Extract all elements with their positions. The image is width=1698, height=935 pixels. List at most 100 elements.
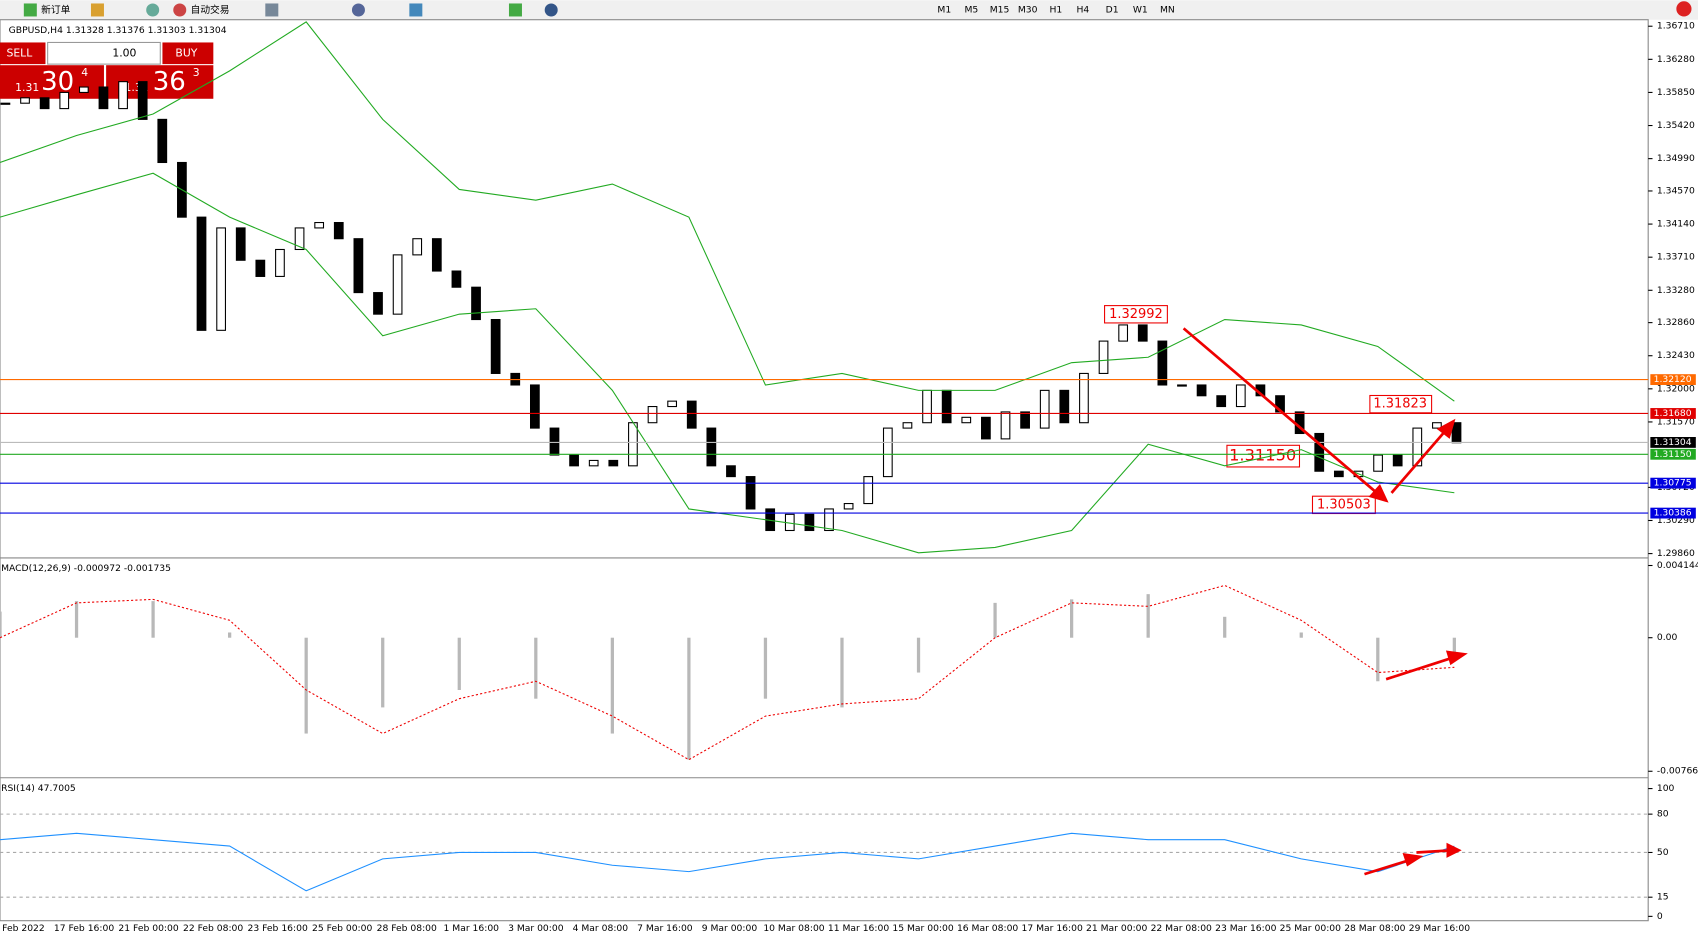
new-order-button[interactable]: 新订单 — [41, 3, 70, 16]
x-tick-label: 29 Mar 16:00 — [1409, 923, 1470, 934]
timeframe-button[interactable]: H4 — [1077, 4, 1090, 15]
arrow — [1390, 427, 1449, 494]
timeframe-button[interactable]: D1 — [1106, 4, 1119, 15]
sell-label: SELL — [6, 46, 32, 59]
candle — [333, 221, 344, 240]
x-tick-label: 1 Mar 16:00 — [444, 923, 500, 934]
candle — [235, 227, 246, 261]
sell-price-sup: 4 — [81, 66, 88, 79]
y-tick-label: 1.36280 — [1657, 54, 1695, 65]
price-level-label: 1.30775 — [1654, 478, 1692, 489]
sell-button[interactable] — [0, 42, 46, 65]
macd-bar — [228, 632, 232, 638]
macd-bar — [993, 602, 997, 638]
bollinger-band — [0, 21, 1455, 402]
timeframe-button[interactable]: MN — [1160, 4, 1175, 15]
x-tick-label: 28 Mar 08:00 — [1344, 923, 1405, 934]
candle — [628, 422, 638, 467]
price-level-label: 1.32120 — [1654, 374, 1692, 385]
bollinger-band — [0, 172, 1455, 554]
tool-icon[interactable] — [265, 3, 279, 17]
new-order-icon[interactable] — [23, 3, 37, 17]
candle — [902, 422, 913, 429]
y-tick-label: 1.35850 — [1657, 87, 1695, 98]
price-level-label: 1.30386 — [1654, 508, 1692, 519]
candle — [490, 319, 501, 374]
candle — [745, 476, 756, 510]
rsi-line — [0, 832, 1455, 892]
candle — [843, 503, 854, 510]
timeframe-button[interactable]: M15 — [990, 4, 1010, 15]
candle — [863, 476, 874, 505]
candle — [961, 416, 972, 424]
x-tick-label: 22 Feb 08:00 — [183, 923, 243, 934]
price-level-label: 1.31150 — [1654, 449, 1692, 460]
arrow-head — [1445, 650, 1468, 666]
tool-icon[interactable] — [409, 3, 423, 17]
arrow-head — [1402, 852, 1424, 867]
y-tick-label: 1.34570 — [1657, 185, 1695, 196]
candle — [471, 286, 481, 321]
candle — [1020, 411, 1030, 429]
price-level-tag — [1650, 477, 1696, 489]
timeframe-button[interactable]: M1 — [937, 4, 951, 15]
x-tick-label: 4 Mar 08:00 — [573, 923, 629, 934]
tool-icon[interactable] — [544, 3, 558, 17]
y-tick-label: 15 — [1657, 892, 1669, 903]
macd-bar — [1452, 637, 1456, 656]
candle — [1000, 411, 1011, 440]
candle — [451, 270, 462, 288]
lots-input[interactable] — [47, 41, 161, 65]
sell-price-box[interactable] — [0, 65, 104, 99]
candle — [196, 216, 207, 331]
candle — [1157, 340, 1168, 386]
arrow — [1364, 857, 1414, 876]
candle — [922, 389, 932, 424]
macd-bar — [1223, 616, 1227, 638]
tool-icon[interactable] — [351, 3, 365, 17]
macd-bar — [304, 637, 308, 734]
candle — [1118, 324, 1129, 342]
tool-icon[interactable] — [146, 3, 160, 17]
candle — [98, 86, 109, 110]
candle — [431, 238, 442, 272]
y-tick-label: 0 — [1657, 911, 1663, 922]
macd-bar — [610, 637, 614, 734]
y-tick-label: 1.30290 — [1657, 515, 1695, 526]
timeframe-button[interactable]: M5 — [964, 4, 978, 15]
y-tick-label: 1.34990 — [1657, 153, 1695, 164]
candle — [412, 238, 423, 256]
annotation: 1.31823 — [1373, 397, 1427, 412]
macd-bar — [763, 637, 768, 699]
tool-icon[interactable] — [90, 3, 104, 17]
macd-bar — [381, 637, 385, 708]
tool-icon[interactable] — [508, 3, 522, 17]
macd-bar — [840, 637, 844, 708]
arrow-head — [1446, 842, 1462, 858]
macd-bar — [457, 637, 461, 690]
candle — [0, 102, 11, 105]
timeframe-button[interactable]: M30 — [1018, 4, 1038, 15]
candle — [1392, 454, 1403, 467]
x-tick-label: 21 Mar 00:00 — [1086, 923, 1147, 934]
y-tick-label: 1.32000 — [1657, 383, 1695, 394]
y-tick-label: 1.35420 — [1657, 120, 1695, 131]
y-tick-label: 1.33710 — [1657, 252, 1695, 263]
macd-signal — [0, 584, 1455, 761]
buy-button[interactable] — [162, 42, 214, 65]
candle — [1235, 384, 1246, 408]
buy-label: BUY — [175, 46, 197, 59]
price-level-tag — [1650, 374, 1696, 386]
candle — [686, 400, 697, 429]
timeframe-button[interactable]: H1 — [1049, 4, 1062, 15]
x-tick-label: 15 Mar 00:00 — [892, 923, 953, 934]
candle — [1079, 372, 1089, 424]
alert-icon[interactable] — [1676, 1, 1692, 17]
timeframe-button[interactable]: W1 — [1133, 4, 1148, 15]
candle — [1216, 395, 1227, 408]
tool-icons — [90, 1, 1692, 17]
auto-trading-button[interactable]: 自动交易 — [191, 3, 230, 16]
x-tick-label: 28 Feb 08:00 — [377, 923, 437, 934]
auto-trading-icon[interactable] — [173, 3, 187, 17]
x-tick-label: 7 Mar 16:00 — [637, 923, 693, 934]
